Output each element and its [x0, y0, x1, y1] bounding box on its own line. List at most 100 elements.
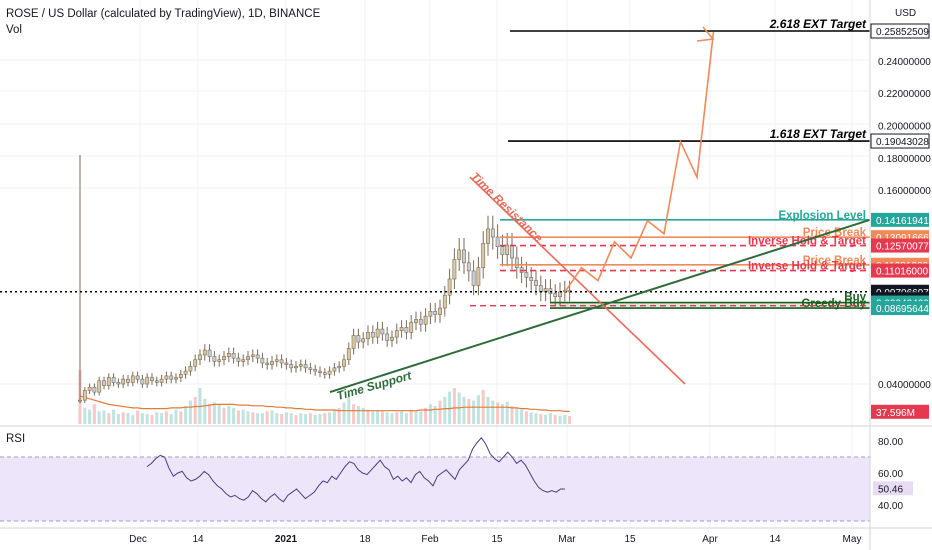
candle-body — [222, 356, 226, 361]
candle-body — [130, 375, 135, 383]
candle-body — [505, 244, 510, 256]
volume-bar — [409, 409, 413, 424]
volume-bar — [563, 415, 567, 424]
volume-bar — [352, 404, 356, 424]
candle-body — [145, 377, 150, 385]
price-badge-text: 0.19043028 — [876, 137, 929, 148]
volume-bar — [150, 415, 154, 424]
volume-bar — [505, 401, 509, 424]
volume-bar — [116, 414, 120, 424]
volume-bar — [371, 411, 375, 424]
candle-body — [284, 362, 289, 365]
level-label: 1.618 EXT Target — [770, 127, 867, 141]
candle-body — [337, 365, 342, 369]
price-tick-label: 0.24000000 — [878, 57, 931, 68]
volume-bar — [496, 402, 500, 424]
candle-body — [327, 370, 332, 375]
candle-body — [394, 330, 399, 338]
volume-bar — [112, 409, 116, 424]
volume-bar — [376, 410, 380, 424]
volume-bar — [275, 413, 279, 424]
time-tick-label: May — [843, 534, 862, 545]
candle-body — [97, 380, 102, 393]
volume-bar — [164, 411, 168, 424]
time-tick-label: 14 — [769, 534, 781, 545]
volume-bar — [184, 406, 188, 424]
candle-body — [135, 375, 140, 380]
rsi-tick-label: 60.00 — [878, 469, 903, 480]
price-badge-text: 0.08695644 — [876, 304, 929, 315]
volume-bar — [236, 410, 240, 424]
candle-body — [495, 236, 500, 247]
candle-body — [447, 278, 452, 296]
time-tick-label: Mar — [558, 534, 576, 545]
rsi-tick-label: 80.00 — [878, 437, 903, 448]
candle-body — [481, 243, 486, 268]
candle-body — [92, 386, 97, 393]
candle-body — [404, 327, 409, 333]
price-badge — [870, 133, 930, 149]
candle-body — [332, 367, 337, 372]
candle-body — [466, 262, 471, 272]
volume-bar — [568, 415, 572, 424]
volume-bar — [404, 413, 408, 424]
volume-bar — [304, 414, 308, 424]
volume-bar — [126, 413, 130, 424]
candle-body — [524, 272, 529, 278]
volume-bar — [107, 413, 111, 424]
price-badge-text: 0.25852509 — [876, 27, 929, 38]
price-badge — [871, 212, 929, 227]
volume-bar — [534, 413, 538, 424]
candle-body — [159, 378, 164, 383]
price-levels: 2.618 EXT Target 1.618 EXT Target Explosio… — [0, 17, 870, 310]
candle-body — [471, 270, 476, 286]
price-candles — [78, 155, 572, 404]
volume-bar — [476, 395, 480, 424]
candle-body — [418, 319, 423, 325]
volume-bar — [361, 407, 365, 424]
price-tick-label: 0.16000000 — [878, 186, 931, 197]
candle-body — [289, 364, 294, 369]
candle-body — [529, 277, 534, 281]
price-tick-label: 0.04000000 — [878, 380, 931, 391]
volume-bar — [318, 414, 322, 424]
volume-bar — [515, 407, 519, 424]
volume-bar — [390, 413, 394, 424]
volume-bar — [131, 415, 135, 424]
volume-bar — [203, 398, 207, 424]
price-tick-label: 0.20000000 — [878, 122, 931, 133]
candle-body — [126, 378, 130, 383]
volume-bar — [472, 400, 476, 424]
time-tick-label: 18 — [359, 534, 371, 545]
candle-body — [318, 370, 322, 373]
candle-body — [346, 348, 351, 361]
candle-body — [457, 249, 462, 260]
level-label: Inverse Hold & Target — [748, 236, 866, 248]
volume-bar — [88, 409, 92, 424]
volume-bar — [395, 412, 399, 424]
volume-bars — [78, 370, 572, 424]
volume-bar — [539, 414, 543, 424]
volume-label: Vol — [6, 24, 22, 36]
volume-bar — [414, 410, 418, 424]
volume-bar — [83, 407, 87, 424]
candle-body — [342, 359, 346, 367]
projection-arrowhead — [696, 26, 715, 42]
candle-body — [193, 359, 198, 367]
price-tick-label: 0.22000000 — [878, 89, 931, 100]
rsi-value-text: 50.46 — [878, 484, 903, 495]
candle-body — [217, 359, 222, 362]
candle-body — [375, 328, 380, 338]
projection-path — [564, 31, 715, 293]
price-badge — [871, 404, 929, 419]
time-support-label: Time Support — [335, 368, 414, 403]
candle-body — [390, 336, 394, 341]
volume-bar — [289, 413, 293, 424]
candle-body — [414, 319, 418, 323]
candle-body — [265, 362, 270, 365]
candle-body — [164, 375, 169, 380]
candle-body — [366, 332, 370, 340]
volume-bar — [232, 407, 236, 424]
volume-bar — [160, 413, 164, 424]
